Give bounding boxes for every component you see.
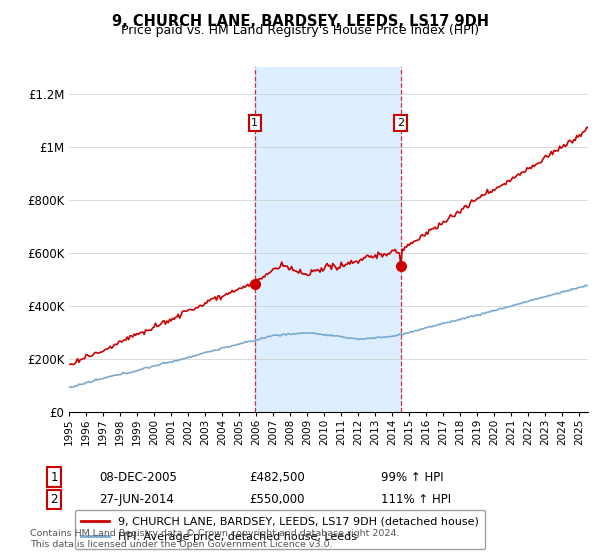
Text: 27-JUN-2014: 27-JUN-2014 bbox=[99, 493, 174, 506]
Bar bbox=[255, 67, 401, 412]
Text: 99% ↑ HPI: 99% ↑ HPI bbox=[381, 470, 443, 484]
Text: 1: 1 bbox=[251, 118, 259, 128]
Legend: 9, CHURCH LANE, BARDSEY, LEEDS, LS17 9DH (detached house), HPI: Average price, d: 9, CHURCH LANE, BARDSEY, LEEDS, LS17 9DH… bbox=[74, 510, 485, 549]
Text: 9, CHURCH LANE, BARDSEY, LEEDS, LS17 9DH: 9, CHURCH LANE, BARDSEY, LEEDS, LS17 9DH bbox=[112, 14, 488, 29]
Text: 1: 1 bbox=[50, 470, 58, 484]
Text: £482,500: £482,500 bbox=[249, 470, 305, 484]
Text: Contains HM Land Registry data © Crown copyright and database right 2024.
This d: Contains HM Land Registry data © Crown c… bbox=[30, 529, 400, 549]
Text: 2: 2 bbox=[50, 493, 58, 506]
Text: 2: 2 bbox=[397, 118, 404, 128]
Text: 111% ↑ HPI: 111% ↑ HPI bbox=[381, 493, 451, 506]
Text: 08-DEC-2005: 08-DEC-2005 bbox=[99, 470, 177, 484]
Text: £550,000: £550,000 bbox=[249, 493, 305, 506]
Text: Price paid vs. HM Land Registry's House Price Index (HPI): Price paid vs. HM Land Registry's House … bbox=[121, 24, 479, 37]
